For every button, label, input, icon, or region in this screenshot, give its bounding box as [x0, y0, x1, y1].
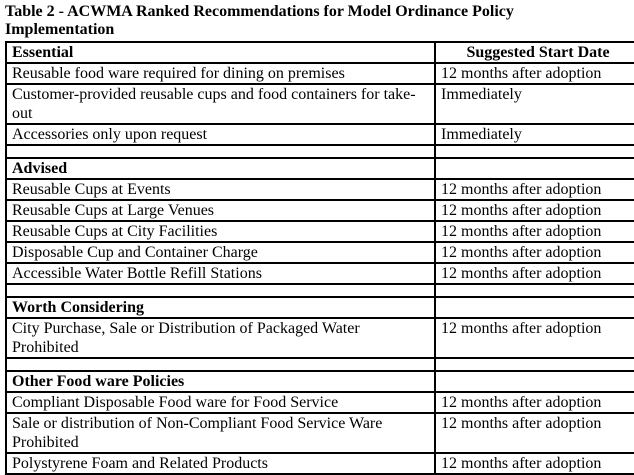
start-date-cell: 12 months after adoption	[434, 317, 634, 359]
table-row: Reusable Cups at City Facilities 12 month…	[5, 220, 634, 243]
start-date-cell	[434, 296, 634, 319]
header-row: Essential Suggested Start Date	[5, 41, 634, 64]
start-date-cell: 12 months after adoption	[434, 241, 634, 264]
policy-cell: Disposable Cup and Container Charge	[5, 241, 436, 264]
column-header-suggested-start-date: Suggested Start Date	[434, 41, 634, 64]
start-date-cell: 12 months after adoption	[434, 412, 634, 454]
table-row: Disposable Cup and Container Charge 12 mo…	[5, 241, 634, 264]
start-date-cell: 12 months after adoption	[434, 391, 634, 414]
policy-cell	[5, 283, 436, 298]
start-date-cell: 12 months after adoption	[434, 178, 634, 201]
section-heading-cell: Other Food ware Policies	[5, 370, 436, 393]
policy-cell: Customer-provided reusable cups and food…	[5, 83, 436, 125]
spacer-row	[5, 357, 634, 372]
start-date-cell	[434, 283, 634, 298]
policy-table-header: Essential Suggested Start Date	[5, 41, 634, 64]
table-row: Polystyrene Foam and Related Products 12 …	[5, 452, 634, 475]
policy-cell: Reusable food ware required for dining o…	[5, 62, 436, 85]
start-date-cell	[434, 157, 634, 180]
policy-cell: Reusable Cups at Large Venues	[5, 199, 436, 222]
start-date-cell	[434, 370, 634, 393]
table-row: Reusable Cups at Large Venues 12 months a…	[5, 199, 634, 222]
policy-cell: Accessories only upon request	[5, 123, 436, 146]
table-row: Accessories only upon request Immediately	[5, 123, 634, 146]
section-heading-cell: Worth Considering	[5, 296, 436, 319]
table-row: Customer-provided reusable cups and food…	[5, 83, 634, 125]
policy-cell	[5, 144, 436, 159]
policy-cell: Compliant Disposable Food ware for Food …	[5, 391, 436, 414]
table-row: Compliant Disposable Food ware for Food …	[5, 391, 634, 414]
policy-table-body: Reusable food ware required for dining o…	[5, 62, 634, 475]
policy-cell: Sale or distribution of Non-Compliant Fo…	[5, 412, 436, 454]
policy-cell	[5, 357, 436, 372]
policy-cell: City Purchase, Sale or Distribution of P…	[5, 317, 436, 359]
section-row: Advised	[5, 157, 634, 180]
policy-cell: Reusable Cups at City Facilities	[5, 220, 436, 243]
start-date-cell: 12 months after adoption	[434, 199, 634, 222]
policy-cell: Accessible Water Bottle Refill Stations	[5, 262, 436, 285]
start-date-cell	[434, 144, 634, 159]
start-date-cell: 12 months after adoption	[434, 262, 634, 285]
spacer-row	[5, 283, 634, 298]
column-header-essential: Essential	[5, 41, 436, 64]
start-date-cell: Immediately	[434, 123, 634, 146]
start-date-cell: Immediately	[434, 83, 634, 125]
policy-cell: Reusable Cups at Events	[5, 178, 436, 201]
spacer-row	[5, 144, 634, 159]
start-date-cell	[434, 357, 634, 372]
start-date-cell: 12 months after adoption	[434, 62, 634, 85]
section-row: Other Food ware Policies	[5, 370, 634, 393]
start-date-cell: 12 months after adoption	[434, 220, 634, 243]
table-row: Sale or distribution of Non-Compliant Fo…	[5, 412, 634, 454]
table-row: Accessible Water Bottle Refill Stations 1…	[5, 262, 634, 285]
start-date-cell: 12 months after adoption	[434, 452, 634, 475]
section-heading-cell: Advised	[5, 157, 436, 180]
section-row: Worth Considering	[5, 296, 634, 319]
table-row: City Purchase, Sale or Distribution of P…	[5, 317, 634, 359]
policy-table: Essential Suggested Start Date Reusable …	[5, 41, 634, 475]
table-row: Reusable food ware required for dining o…	[5, 62, 634, 85]
policy-cell: Polystyrene Foam and Related Products	[5, 452, 436, 475]
table-title: Table 2 - ACWMA Ranked Recommendations f…	[5, 3, 514, 38]
table-row: Reusable Cups at Events 12 months after a…	[5, 178, 634, 201]
